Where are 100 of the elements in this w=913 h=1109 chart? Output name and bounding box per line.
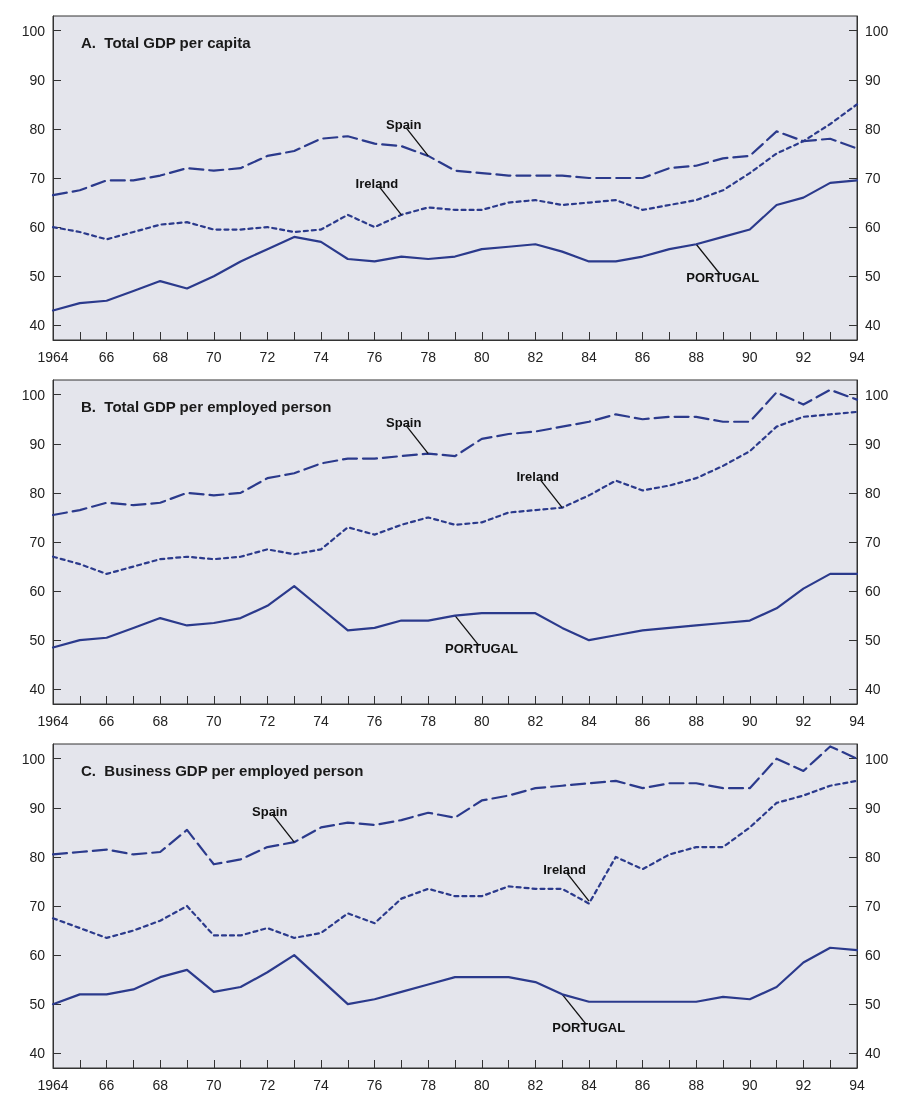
- y2-tick-label: 60: [865, 947, 881, 964]
- y-tick-label: 100: [21, 22, 46, 39]
- line-series: [51, 946, 859, 1006]
- y-tick-label: 50: [29, 268, 46, 285]
- y2-tick-label: 70: [865, 534, 881, 550]
- x-tick-label: 90: [742, 349, 758, 365]
- line-series: [51, 745, 859, 866]
- annotation: Spain: [252, 803, 288, 819]
- x-tick-label: 84: [581, 349, 597, 365]
- x-tick-label: 78: [420, 1077, 437, 1093]
- x-tick-label: 72: [259, 713, 276, 729]
- x-tick-label: 66: [98, 1077, 115, 1093]
- x-tick-label: 84: [581, 713, 597, 729]
- x-tick-label: 88: [688, 1077, 705, 1093]
- x-tick-label: 94: [849, 713, 865, 729]
- y-tick-label: 60: [29, 583, 46, 600]
- x-tick-label: 86: [634, 713, 651, 729]
- y-tick-label: 80: [29, 120, 46, 137]
- y-tick-label: 70: [29, 898, 46, 914]
- y2-tick-label: 80: [865, 848, 881, 865]
- y2-tick-label: 40: [865, 681, 881, 698]
- x-tick-label: 90: [742, 1077, 758, 1093]
- x-tick-label: 88: [688, 713, 705, 729]
- y2-tick-label: 60: [865, 219, 881, 236]
- y2-tick-label: 90: [865, 435, 881, 452]
- x-tick-label: 82: [527, 349, 544, 365]
- y2-tick-label: 60: [865, 583, 881, 600]
- x-tick-label: 70: [206, 1077, 222, 1093]
- y2-tick-label: 50: [865, 632, 881, 649]
- annotation: Spain: [386, 117, 422, 133]
- y-tick-label: 100: [21, 386, 46, 403]
- y-tick-label: 40: [29, 1045, 46, 1062]
- x-tick-label: 86: [634, 349, 651, 365]
- y2-tick-label: 100: [865, 750, 889, 767]
- annotation: Ireland: [543, 862, 586, 878]
- x-tick-label: 88: [688, 349, 705, 365]
- x-tick-label: 68: [152, 349, 169, 365]
- y2-tick-label: 100: [865, 386, 889, 403]
- x-tick-label: 74: [313, 713, 329, 729]
- y-tick-label: 100: [21, 750, 46, 767]
- x-tick-label: 1964: [37, 1077, 69, 1093]
- line-series: [51, 779, 859, 940]
- y2-tick-label: 70: [865, 898, 881, 914]
- x-tick-label: 78: [420, 713, 437, 729]
- x-tick-label: 74: [313, 1077, 329, 1093]
- x-tick-label: 72: [259, 1077, 276, 1093]
- x-tick-label: 86: [634, 1077, 651, 1093]
- x-tick-label: 1964: [37, 713, 69, 729]
- y-tick-label: 40: [29, 317, 46, 334]
- line-series: [51, 388, 859, 517]
- annotation: PORTUGAL: [445, 641, 519, 657]
- text: B. Total GDP per employed person: [81, 398, 332, 415]
- x-tick-label: 92: [795, 713, 812, 729]
- x-tick-label: 90: [742, 713, 758, 729]
- x-tick-label: 76: [366, 713, 383, 729]
- annotation: Ireland: [516, 468, 560, 484]
- y-tick-label: 70: [29, 170, 46, 186]
- y2-tick-label: 80: [865, 120, 881, 137]
- x-tick-label: 84: [581, 1077, 597, 1093]
- x-tick-label: 78: [420, 349, 437, 365]
- x-tick-label: 92: [795, 349, 812, 365]
- x-tick-label: 80: [474, 349, 490, 365]
- line-series: [51, 179, 859, 312]
- annotation: PORTUGAL: [552, 1019, 626, 1035]
- x-tick-label: 80: [474, 713, 490, 729]
- y2-tick-label: 100: [865, 22, 889, 39]
- y-tick-label: 60: [29, 219, 46, 236]
- y2-tick-label: 70: [865, 170, 881, 186]
- x-tick-label: 82: [527, 1077, 544, 1093]
- x-tick-label: 1964: [37, 349, 69, 365]
- y-tick-label: 60: [29, 947, 46, 964]
- x-tick-label: 66: [98, 349, 115, 365]
- y-tick-label: 90: [29, 799, 46, 816]
- x-tick-label: 68: [152, 713, 169, 729]
- line-series: [51, 103, 859, 241]
- x-tick-label: 94: [849, 349, 865, 365]
- x-tick-label: 70: [206, 349, 222, 365]
- x-tick-label: 76: [366, 1077, 383, 1093]
- y-tick-label: 80: [29, 848, 46, 865]
- annotation: Ireland: [355, 176, 399, 192]
- y2-tick-label: 90: [865, 71, 881, 88]
- annotation: Spain: [386, 414, 422, 430]
- x-tick-label: 68: [152, 1077, 169, 1093]
- y2-tick-label: 50: [865, 996, 881, 1013]
- y2-tick-label: 80: [865, 484, 881, 501]
- x-tick-label: 70: [206, 713, 222, 729]
- annotation: PORTUGAL: [686, 269, 760, 285]
- y-tick-label: 40: [29, 681, 46, 698]
- x-tick-label: 72: [259, 349, 276, 365]
- y-tick-label: 90: [29, 71, 46, 88]
- y2-tick-label: 40: [865, 1045, 881, 1062]
- y-tick-label: 80: [29, 484, 46, 501]
- y-tick-label: 70: [29, 534, 46, 550]
- x-tick-label: 74: [313, 349, 329, 365]
- x-tick-label: 82: [527, 713, 544, 729]
- x-tick-label: 76: [366, 349, 383, 365]
- y-tick-label: 50: [29, 632, 46, 649]
- y2-tick-label: 40: [865, 317, 881, 334]
- text: C. Business GDP per employed person: [81, 762, 364, 779]
- y-tick-label: 90: [29, 435, 46, 452]
